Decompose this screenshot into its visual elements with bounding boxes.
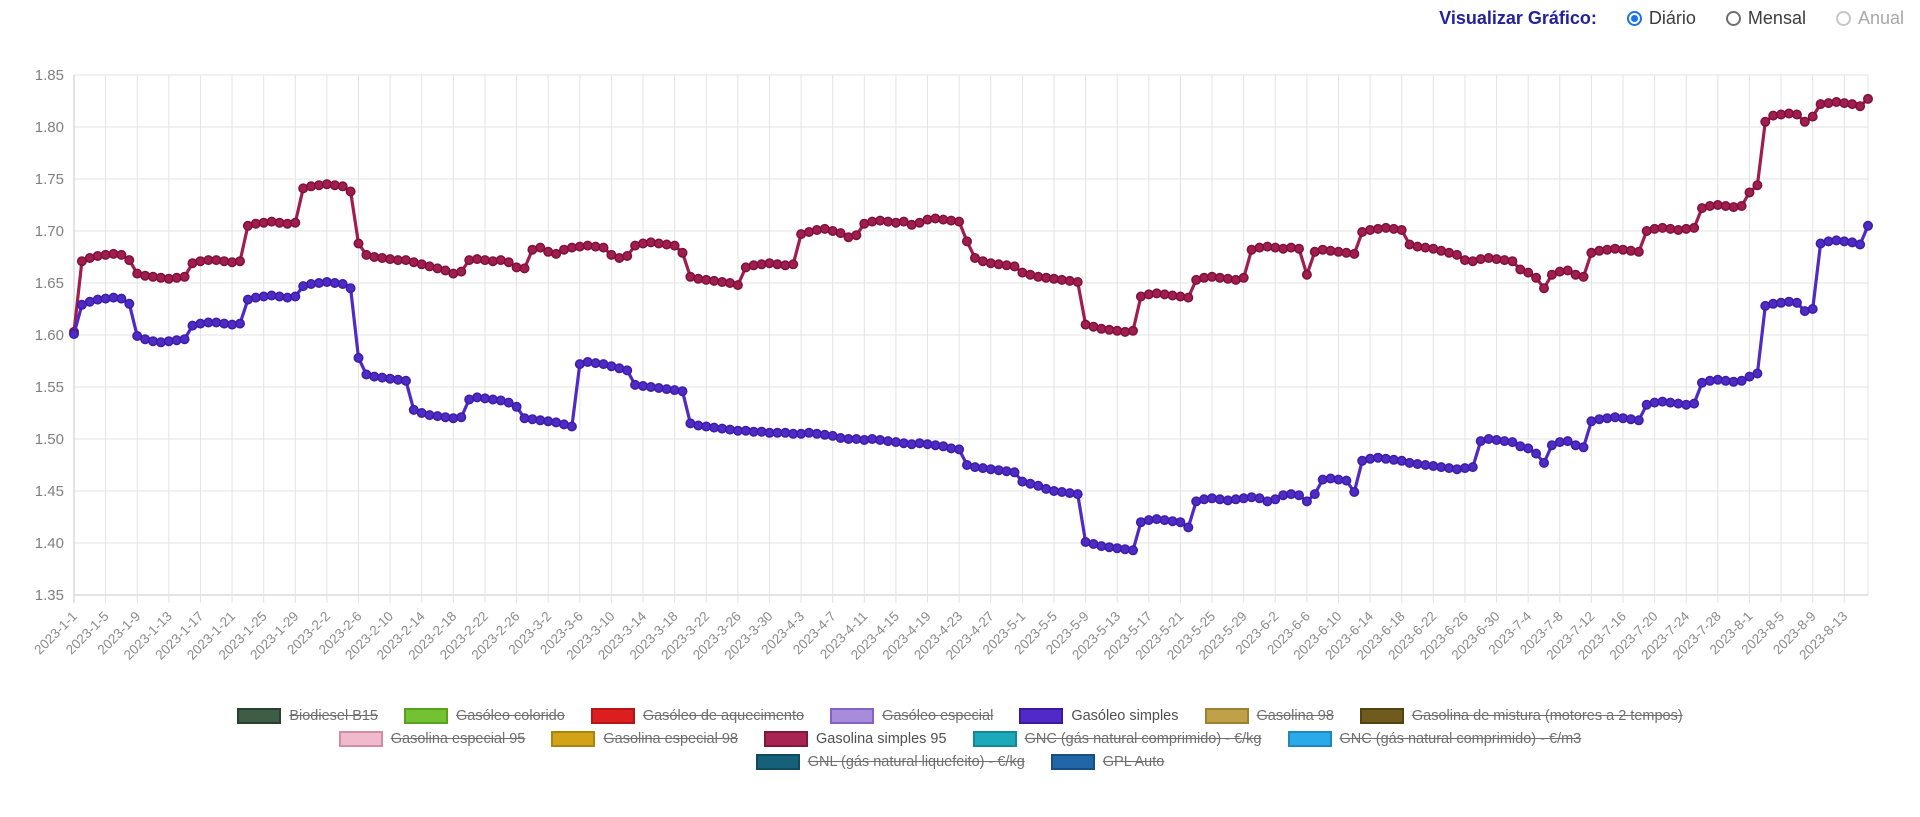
legend-label: Gasolina 98 [1256, 708, 1334, 724]
legend-label: GPL Auto [1102, 754, 1165, 770]
radio-option-mensal[interactable]: Mensal [1725, 8, 1806, 29]
legend-label: Gasóleo de aquecimento [642, 708, 805, 724]
legend-item[interactable]: Gasóleo especial [830, 708, 993, 724]
legend-item[interactable]: Gasóleo colorido [404, 708, 565, 724]
legend-item[interactable]: GNC (gás natural comprimido) - €/kg [972, 731, 1262, 747]
legend-label: Gasolina de mistura (motores a 2 tempos) [1411, 708, 1683, 724]
price-chart-svg: 1.35 1.40 1.45 1.50 1.55 1.60 1.65 1.70 1.75 1.80… [31, 67, 1873, 663]
legend-label: Gasóleo simples [1071, 708, 1179, 724]
legend-row-3: GNL (gás natural liquefeito) - €/kg GPL A… [0, 754, 1920, 770]
radio-label: Mensal [1747, 8, 1806, 28]
legend-swatch-icon[interactable] [1359, 708, 1404, 724]
y-tick-label: 1.80 [35, 119, 64, 136]
legend-item[interactable]: Gasóleo de aquecimento [590, 708, 805, 724]
legend-label: Gasóleo especial [882, 708, 994, 724]
legend-label: GNC (gás natural comprimido) - €/kg [1024, 731, 1262, 747]
radio-label: Diário [1648, 8, 1696, 28]
legend-label: Gasolina especial 98 [603, 731, 738, 747]
y-tick-label: 1.75 [35, 171, 64, 188]
legend-swatch-icon[interactable] [1019, 708, 1064, 724]
y-tick-label: 1.70 [35, 223, 64, 240]
legend-item[interactable]: GNL (gás natural liquefeito) - €/kg [755, 754, 1025, 770]
legend-row-2: Gasolina especial 95 Gasolina especial 98… [0, 731, 1920, 747]
legend-swatch-icon[interactable] [755, 754, 800, 770]
legend-swatch-icon[interactable] [830, 708, 875, 724]
legend-label: Gasolina simples 95 [816, 731, 947, 747]
legend-label: Gasolina especial 95 [390, 731, 526, 747]
series-gasolina-simples-95 [68, 93, 1873, 337]
legend-swatch-icon[interactable] [237, 708, 282, 724]
view-selector-label: Visualizar Gráfico: [1439, 8, 1597, 28]
legend-item[interactable]: Gasolina simples 95 [764, 731, 947, 747]
legend-swatch-icon[interactable] [972, 731, 1017, 747]
legend-item[interactable]: Biodiesel B15 [237, 708, 378, 724]
chart-gridlines [73, 74, 1869, 603]
legend-swatch-icon[interactable] [404, 708, 448, 724]
y-tick-label: 1.85 [35, 67, 64, 84]
radio-circle-icon[interactable] [1835, 11, 1851, 26]
legend-swatch-icon[interactable] [1204, 708, 1249, 724]
radio-circle-icon[interactable] [1725, 11, 1741, 26]
y-tick-label: 1.60 [35, 327, 64, 344]
legend-swatch-icon[interactable] [764, 731, 808, 747]
legend-swatch-icon[interactable] [590, 708, 635, 724]
legend-item[interactable]: Gasolina especial 95 [338, 731, 526, 747]
price-chart: 1.35 1.40 1.45 1.50 1.55 1.60 1.65 1.70 1.75 1.80… [31, 67, 1873, 663]
legend-item[interactable]: GNC (gás natural comprimido) - €/m3 [1287, 731, 1582, 747]
y-tick-label: 1.45 [35, 483, 64, 500]
y-tick-label: 1.50 [35, 431, 64, 448]
radio-circle-icon[interactable] [1626, 11, 1642, 26]
legend-item[interactable]: Gasolina 98 [1204, 708, 1334, 724]
legend-swatch-icon[interactable] [1287, 731, 1332, 747]
view-radio-group: Diário Mensal Anual [1626, 8, 1904, 29]
legend-swatch-icon[interactable] [1050, 754, 1095, 770]
legend-item[interactable]: Gasolina especial 98 [551, 731, 738, 747]
legend-label: Gasóleo colorido [456, 708, 565, 724]
legend-item[interactable]: GPL Auto [1050, 754, 1165, 770]
y-tick-label: 1.35 [35, 587, 64, 604]
legend-label: GNL (gás natural liquefeito) - €/kg [807, 754, 1025, 770]
legend-row-1: Biodiesel B15 Gasóleo colorido Gasóleo de … [0, 708, 1920, 724]
y-axis-labels: 1.35 1.40 1.45 1.50 1.55 1.60 1.65 1.70 1.75 1.80… [35, 67, 64, 604]
view-selector: Visualizar Gráfico: Diário Mensal Anual [1439, 8, 1904, 29]
radio-option-diario[interactable]: Diário [1626, 8, 1696, 29]
legend-label: GNC (gás natural comprimido) - €/m3 [1339, 731, 1582, 747]
legend-swatch-icon[interactable] [338, 731, 383, 747]
chart-legend: Biodiesel B15 Gasóleo colorido Gasóleo de … [0, 708, 1920, 777]
y-tick-label: 1.65 [35, 275, 64, 292]
y-tick-label: 1.40 [35, 535, 64, 552]
y-tick-label: 1.55 [35, 379, 64, 396]
radio-label: Anual [1857, 8, 1904, 28]
radio-option-anual[interactable]: Anual [1835, 8, 1904, 29]
legend-label: Biodiesel B15 [289, 708, 378, 724]
legend-item[interactable]: Gasolina de mistura (motores a 2 tempos) [1359, 708, 1683, 724]
x-axis-labels: 2023-1-12023-1-52023-1-92023-1-132023-1-… [31, 608, 1850, 662]
legend-swatch-icon[interactable] [551, 731, 596, 747]
series-gaso-leo-simples [68, 220, 1873, 556]
legend-item[interactable]: Gasóleo simples [1019, 708, 1179, 724]
